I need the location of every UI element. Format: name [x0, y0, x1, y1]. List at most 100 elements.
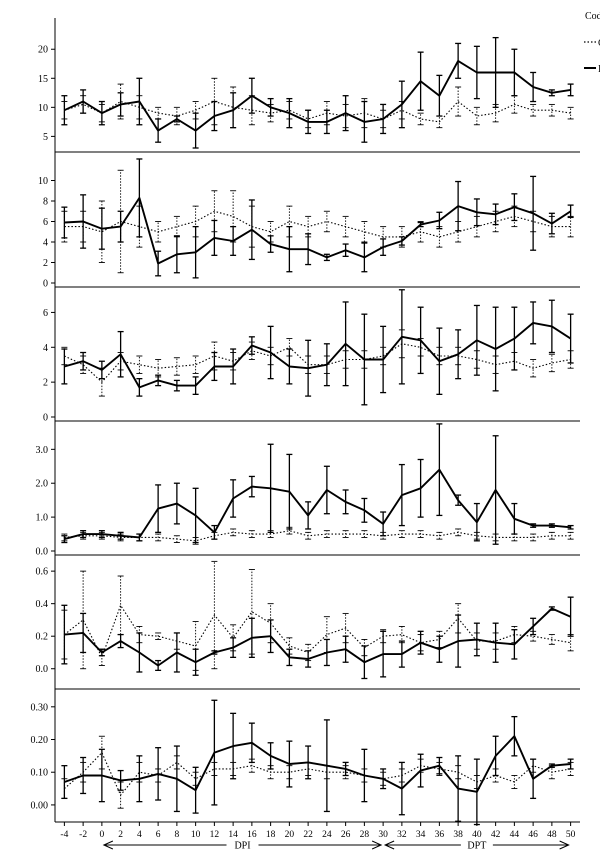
error-bar: [211, 524, 218, 540]
error-bar: [117, 92, 124, 117]
error-bar: [530, 617, 537, 636]
error-bar: [173, 535, 180, 543]
error-bar: [136, 632, 143, 673]
error-bar: [267, 443, 274, 534]
error-bar: [267, 97, 274, 117]
error-bar: [342, 95, 349, 132]
chart-panel-5: 0.0 0.2 0.4 0.6: [36, 560, 580, 690]
error-bar: [417, 221, 424, 228]
error-bar: [361, 748, 368, 803]
error-bar: [548, 531, 555, 540]
error-bar: [61, 765, 68, 800]
error-bar: [136, 355, 143, 374]
x-tick-label: 50: [566, 830, 576, 840]
error-bar: [155, 659, 162, 672]
error-bar: [511, 502, 518, 535]
error-bar: [548, 103, 555, 117]
error-bar: [511, 775, 518, 790]
error-bar: [417, 221, 424, 243]
error-bar: [530, 523, 537, 528]
error-bar: [230, 348, 237, 385]
error-bar: [380, 103, 387, 135]
error-bar: [305, 745, 312, 780]
error-bar: [211, 699, 218, 806]
error-bar: [305, 109, 312, 135]
error-bar: [342, 761, 349, 777]
error-bar: [155, 250, 162, 277]
y-tick-label: 6: [43, 217, 48, 228]
series-line-solid: [64, 468, 571, 541]
error-bar: [361, 530, 368, 538]
error-bar: [492, 203, 499, 226]
y-tick-label: 0.0: [36, 664, 49, 675]
error-bar: [436, 531, 443, 540]
x-tick-label: 48: [547, 830, 557, 840]
error-bar: [98, 748, 105, 803]
error-bar: [548, 212, 555, 235]
error-bar: [248, 199, 255, 261]
series-line-dotted: [64, 343, 571, 383]
error-bar: [436, 756, 443, 775]
y-tick-label: 0: [43, 279, 48, 290]
error-bar: [567, 758, 574, 770]
error-bar: [361, 497, 368, 523]
x-tick-label: 20: [285, 830, 295, 840]
series-dotted: [61, 560, 574, 671]
error-bar: [80, 194, 87, 249]
error-bar: [530, 175, 537, 251]
error-bar: [230, 225, 237, 256]
error-bar: [117, 83, 124, 120]
y-tick-label: 0.00: [31, 800, 49, 811]
series-line-dotted: [64, 530, 571, 542]
error-bar: [511, 48, 518, 97]
x-tick-label: 14: [228, 830, 238, 840]
error-bar: [473, 106, 480, 126]
error-bar: [323, 465, 330, 515]
x-axis: -4 -2 0 2 4 6 8 10 12 14 16 18 20 22 24 26 28 30 32 34 36 38 4…: [60, 822, 576, 852]
error-bar: [136, 378, 143, 397]
chart-panel-4: 0.0 1.0 2.0 3.0: [36, 423, 580, 558]
arrow-right-icon: [371, 840, 383, 850]
error-bar: [286, 348, 293, 385]
error-bar: [567, 106, 574, 120]
x-tick-label: 30: [378, 830, 388, 840]
error-bar: [548, 353, 555, 373]
y-tick-label: 15: [38, 74, 48, 85]
error-bar: [248, 77, 255, 114]
error-bar: [492, 622, 499, 663]
y-tick-label: 0.30: [31, 702, 49, 713]
y-tick-label: 0.20: [31, 735, 49, 746]
error-bar: [323, 253, 330, 262]
y-tick-label: 4: [43, 238, 48, 249]
error-bar: [192, 766, 199, 814]
error-bar: [248, 530, 255, 538]
error-bar: [567, 215, 574, 238]
error-bar: [342, 215, 349, 238]
error-bar: [305, 233, 312, 266]
error-bar: [380, 511, 387, 537]
series-line-solid: [63, 59, 571, 132]
error-bar: [136, 755, 143, 803]
error-bar: [511, 629, 518, 660]
x-tick-label: 16: [247, 830, 257, 840]
error-bar: [455, 494, 462, 506]
error-bar: [492, 435, 499, 545]
error-bar: [267, 619, 274, 654]
error-bar: [455, 86, 462, 117]
error-bar: [80, 530, 87, 539]
error-bar: [80, 756, 87, 795]
error-bar: [286, 97, 293, 129]
legend-label-dotted: C: [598, 38, 600, 49]
x-tick-label: 26: [341, 830, 351, 840]
error-bar: [286, 225, 293, 273]
series-solid: [61, 423, 574, 545]
error-bar: [267, 325, 274, 380]
series-solid: [61, 699, 574, 826]
chart-panel-6: 0.00 0.10 0.20 0.30: [31, 699, 580, 826]
error-bar: [98, 100, 105, 126]
error-bar: [323, 530, 330, 538]
error-bar: [417, 530, 424, 538]
error-bar: [567, 596, 574, 637]
y-tick-label: 4: [43, 343, 48, 354]
error-bar: [530, 533, 537, 542]
